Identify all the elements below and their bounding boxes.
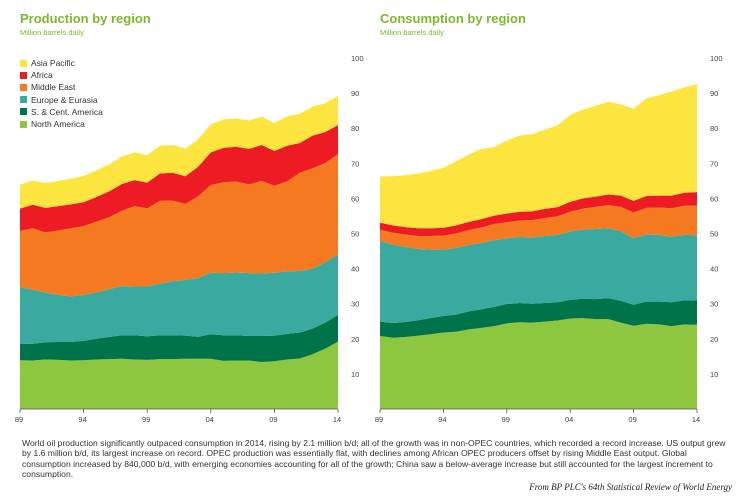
consumption-y-tick-label: 90	[710, 89, 718, 98]
legend-swatch	[20, 120, 27, 128]
consumption-title: Consumption by region	[380, 11, 526, 26]
consumption-y-tick-label: 100	[710, 54, 723, 63]
legend-label: Africa	[31, 70, 53, 81]
production-area-europe-eurasia	[20, 254, 338, 345]
consumption-x-tick-label: 94	[438, 415, 446, 424]
production-area-middle-east	[20, 154, 338, 297]
legend-label: S. & Cent. America	[31, 106, 103, 117]
consumption-y-tick-label: 70	[710, 159, 718, 168]
legend-item-north-america: North America	[20, 118, 103, 130]
legend-swatch	[20, 71, 27, 79]
consumption-area-asia-pacific	[380, 83, 697, 229]
consumption-y-tick-label: 60	[710, 194, 718, 203]
legend-label: Middle East	[31, 82, 76, 93]
production-y-tick-label: 10	[351, 370, 359, 379]
legend-swatch	[20, 108, 27, 116]
consumption-y-tick-label: 50	[710, 230, 718, 239]
production-y-tick-label: 100	[351, 54, 364, 63]
production-y-tick-label: 90	[351, 89, 359, 98]
source-credit: From BP PLC's 64th Statistical Review of…	[529, 482, 732, 492]
legend-item-asia-pacific: Asia Pacific	[20, 57, 103, 69]
consumption-subtitle: Million barrels daily	[380, 28, 444, 37]
consumption-y-tick-label: 40	[710, 265, 718, 274]
charts-canvas: 10 20 30 40 50 60 70 80 90 100 89 94 99 04 09 14 10 20 30 4…	[15, 54, 723, 424]
legend-item-europe-eurasia: Europe & Eurasia	[20, 94, 103, 106]
production-y-tick-label: 70	[351, 159, 359, 168]
production-x-tick-label: 04	[206, 415, 214, 424]
production-y-tick-label: 40	[351, 265, 359, 274]
consumption-x-tick-label: 09	[628, 415, 636, 424]
consumption-area-s-cent-america	[380, 298, 697, 338]
production-subtitle: Million barrels daily	[20, 28, 84, 37]
consumption-area-middle-east	[380, 205, 697, 250]
legend-item-africa: Africa	[20, 69, 103, 81]
production-legend: Asia Pacific Africa Middle East Europe & Eu…	[20, 57, 103, 130]
production-y-tick-label: 30	[351, 300, 359, 309]
production-area-asia-pacific	[20, 95, 338, 209]
production-y-tick-label: 80	[351, 124, 359, 133]
legend-swatch	[20, 96, 27, 104]
legend-label: North America	[31, 119, 85, 130]
production-area-north-america	[20, 341, 338, 409]
consumption-x-tick-label: 14	[692, 415, 700, 424]
consumption-x-tick-label: 99	[502, 415, 510, 424]
consumption-x-tick-label: 04	[565, 415, 573, 424]
production-area-s-cent-america	[20, 314, 338, 362]
production-x-tick-label: 14	[333, 415, 341, 424]
legend-swatch	[20, 59, 27, 67]
caption-text: World oil production significantly outpa…	[22, 438, 726, 480]
legend-label: Asia Pacific	[31, 58, 75, 69]
production-y-tick-label: 20	[351, 335, 359, 344]
consumption-y-tick-label: 10	[710, 370, 718, 379]
legend-label: Europe & Eurasia	[31, 94, 98, 105]
production-x-tick-label: 09	[269, 415, 277, 424]
consumption-x-tick-label: 89	[375, 415, 383, 424]
production-chart: 10 20 30 40 50 60 70 80 90 100 89 94 99 04 09 14	[15, 54, 364, 424]
consumption-y-tick-label: 80	[710, 124, 718, 133]
consumption-y-tick-label: 30	[710, 300, 718, 309]
consumption-chart: 10 20 30 40 50 60 70 80 90 100 89 94 99 04 09 14	[375, 54, 723, 424]
legend-swatch	[20, 83, 27, 91]
consumption-area-north-america	[380, 318, 697, 409]
consumption-area-africa	[380, 192, 697, 236]
production-x-tick-label: 94	[78, 415, 86, 424]
production-area-africa	[20, 125, 338, 233]
legend-item-middle-east: Middle East	[20, 81, 103, 93]
production-y-tick-label: 50	[351, 230, 359, 239]
consumption-y-tick-label: 20	[710, 335, 718, 344]
production-title: Production by region	[20, 11, 151, 26]
legend-item-s-cent-america: S. & Cent. America	[20, 106, 103, 118]
production-x-tick-label: 89	[15, 415, 23, 424]
production-y-tick-label: 60	[351, 194, 359, 203]
consumption-area-europe-eurasia	[380, 228, 697, 323]
production-x-tick-label: 99	[142, 415, 150, 424]
